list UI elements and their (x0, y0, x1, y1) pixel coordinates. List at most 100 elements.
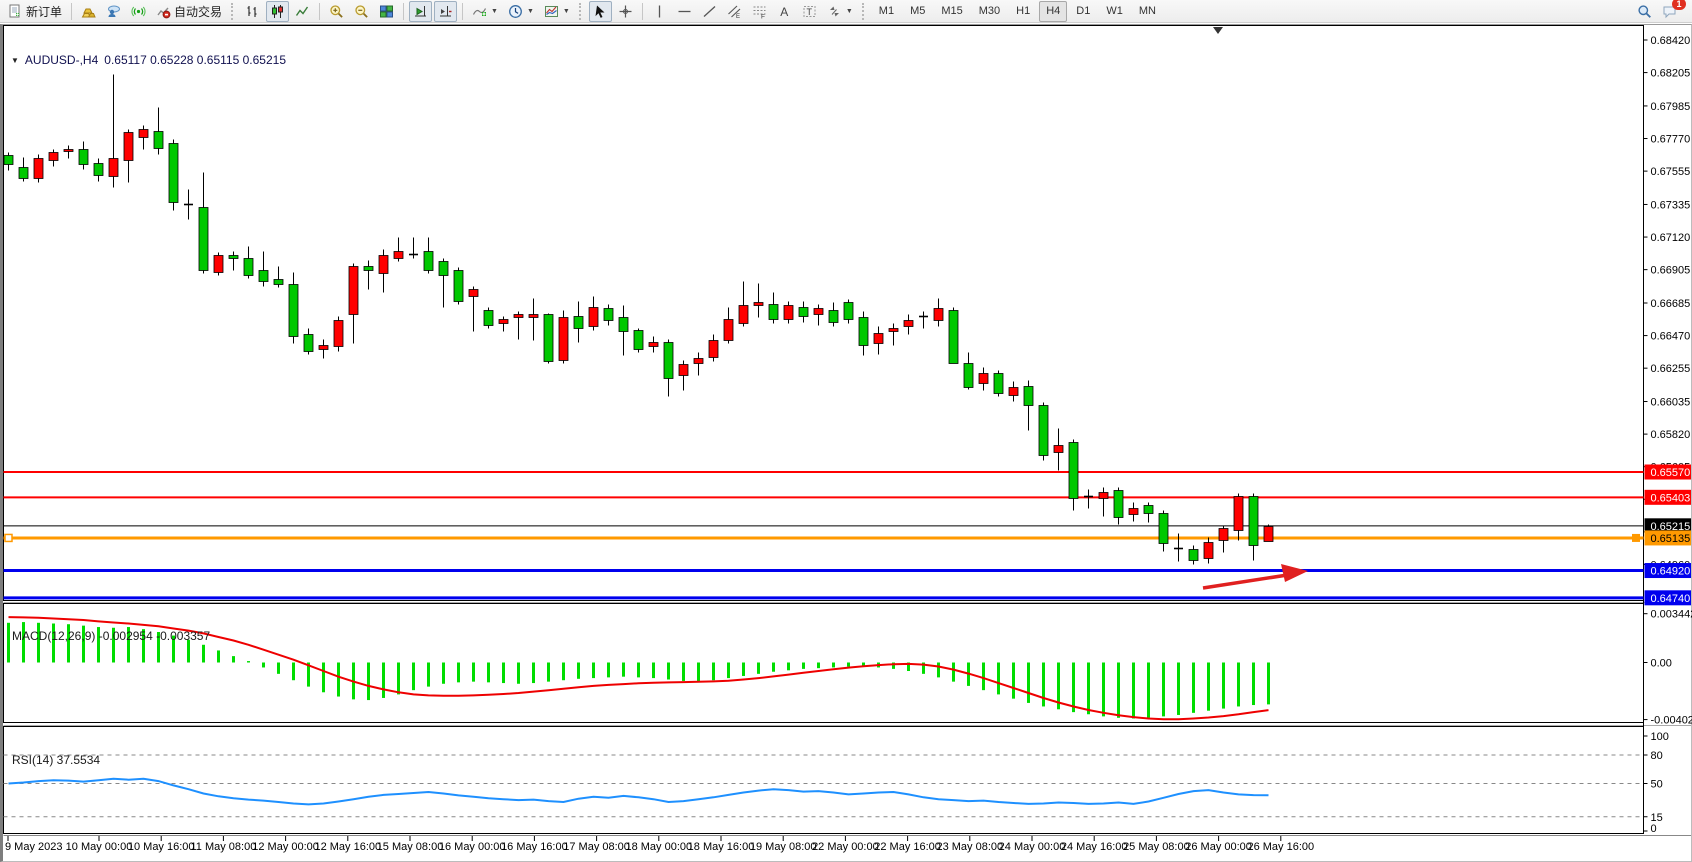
price-axis-tick-label: 0.67555 (1651, 166, 1691, 178)
rsi-name: RSI(14) 37.5534 (12, 753, 101, 767)
periods-dropdown-caret[interactable]: ▼ (526, 7, 534, 15)
text-label-icon: T (803, 5, 816, 17)
indicators-icon (472, 7, 487, 16)
time-axis-label: 22 May 16:00 (874, 841, 941, 853)
rsi-axis-label: 100 (1651, 731, 1669, 743)
templates-dropdown-caret[interactable]: ▼ (562, 7, 570, 15)
gold-bars-icon (81, 8, 96, 17)
new-order-button[interactable]: 新订单 (4, 1, 66, 22)
macd-signal-line (8, 616, 1269, 721)
timeframe-H1[interactable]: H1 (1016, 5, 1031, 17)
candle-body (1218, 528, 1229, 541)
candle-body (1128, 508, 1139, 515)
autotrading-label: 自动交易 (174, 4, 223, 19)
candle-body (213, 255, 224, 273)
vertical-line-button[interactable] (648, 1, 671, 22)
new-order-icon (9, 4, 20, 17)
candle-body (63, 149, 74, 152)
candle-body (903, 320, 914, 327)
candle-body (318, 345, 329, 350)
price-tag-bg (1644, 530, 1691, 546)
candle-body (573, 316, 584, 329)
timeframe-W1[interactable]: W1 (1106, 5, 1123, 17)
timeframe-D1[interactable]: D1 (1076, 5, 1091, 17)
vertical-line-icon (658, 5, 660, 17)
candle-body (243, 258, 254, 276)
chart-shift-icon (440, 5, 452, 16)
line-chart-button[interactable] (291, 1, 314, 22)
indicators-dropdown-caret[interactable]: ▼ (491, 7, 498, 15)
signals-button[interactable] (127, 1, 150, 22)
fibonacci-button[interactable]: F (748, 1, 771, 22)
timeframe-M15[interactable]: M15 (941, 5, 963, 17)
zoom-out-button[interactable] (350, 1, 373, 22)
bar-chart-button[interactable] (241, 1, 264, 22)
autotrading-button[interactable]: 自动交易 (152, 1, 226, 22)
time-axis-label: 24 May 16:00 (1061, 841, 1128, 853)
timeframe-M1[interactable]: M1 (878, 5, 895, 17)
cursor-button[interactable] (588, 0, 612, 22)
chart-title-collapse-icon[interactable]: ▼ (11, 55, 19, 65)
tile-windows-button[interactable] (375, 1, 398, 22)
trendline-button[interactable] (698, 1, 721, 22)
crosshair-icon (619, 5, 632, 17)
hline-handle-right[interactable] (1632, 533, 1640, 542)
periods-button[interactable]: ▼ (504, 1, 538, 22)
indicators-button[interactable]: ▼ (468, 1, 502, 22)
rsi-axis-label: 80 (1651, 750, 1663, 762)
candle-body (453, 270, 464, 302)
time-axis-label: 10 May 16:00 (128, 841, 195, 853)
equidistant-channel-button[interactable]: E (723, 1, 746, 22)
arrows-button[interactable]: ▼ (823, 1, 857, 22)
signal-waves-icon (131, 6, 146, 16)
text-label-button[interactable]: T (798, 1, 821, 22)
timeframe-H4[interactable]: H4 (1039, 0, 1068, 22)
chat-button[interactable]: 1 (1658, 0, 1686, 22)
svg-text:A: A (780, 5, 788, 19)
macd-indicator-label: MACD(12,26,9) -0.002954 -0.003357 (12, 629, 210, 643)
clock-icon (509, 4, 522, 18)
macd-axis-label: 0.003442 (1651, 609, 1692, 621)
candle-body (873, 333, 884, 344)
candle-body (1038, 405, 1049, 456)
market-watch-button[interactable] (77, 1, 100, 22)
svg-text:F: F (761, 13, 765, 19)
horizontal-line-button[interactable] (673, 1, 696, 22)
crosshair-button[interactable] (614, 1, 637, 22)
price-tag-label: 0.65403 (1651, 492, 1691, 504)
candle-body (888, 328, 899, 332)
hline-handle-left[interactable] (4, 533, 13, 543)
chart-shift-marker[interactable] (1213, 27, 1223, 34)
time-axis-label: 22 May 00:00 (812, 841, 879, 853)
auto-scroll-button[interactable] (409, 0, 433, 22)
trend-arrow-annotation[interactable] (1202, 564, 1308, 590)
text-button[interactable]: A (773, 1, 796, 22)
zoom-in-button[interactable] (325, 1, 348, 22)
candle-body (303, 334, 314, 352)
virtual-hosting-button[interactable] (102, 1, 125, 22)
timeframe-MN[interactable]: MN (1138, 5, 1156, 17)
chart-ohlc-values: 0.65117 0.65228 0.65115 0.65215 (104, 53, 286, 67)
pane-border (3, 25, 1644, 601)
rsi-axis-label: 15 (1651, 812, 1663, 824)
search-icon (1638, 4, 1651, 18)
templates-button[interactable]: ▼ (540, 1, 574, 22)
arrow-shaft (1202, 572, 1295, 590)
new-order-label: 新订单 (26, 4, 63, 19)
candle-body (108, 158, 119, 177)
search-button[interactable] (1633, 1, 1656, 22)
rsi-line (8, 777, 1269, 806)
chart-shift-button[interactable] (434, 0, 458, 22)
timeframe-M5[interactable]: M5 (910, 5, 926, 17)
timeframe-M30[interactable]: M30 (978, 5, 1001, 17)
candlestick-chart-button[interactable] (266, 0, 290, 22)
candle-body (33, 158, 44, 179)
time-axis-label: 18 May 16:00 (688, 841, 755, 853)
candle-body (858, 317, 869, 346)
arrows-dropdown-caret[interactable]: ▼ (845, 7, 853, 15)
auto-scroll-icon (415, 5, 427, 16)
cursor-arrow-icon (595, 5, 605, 18)
candle-body (993, 373, 1004, 394)
candle-body (1008, 387, 1019, 396)
